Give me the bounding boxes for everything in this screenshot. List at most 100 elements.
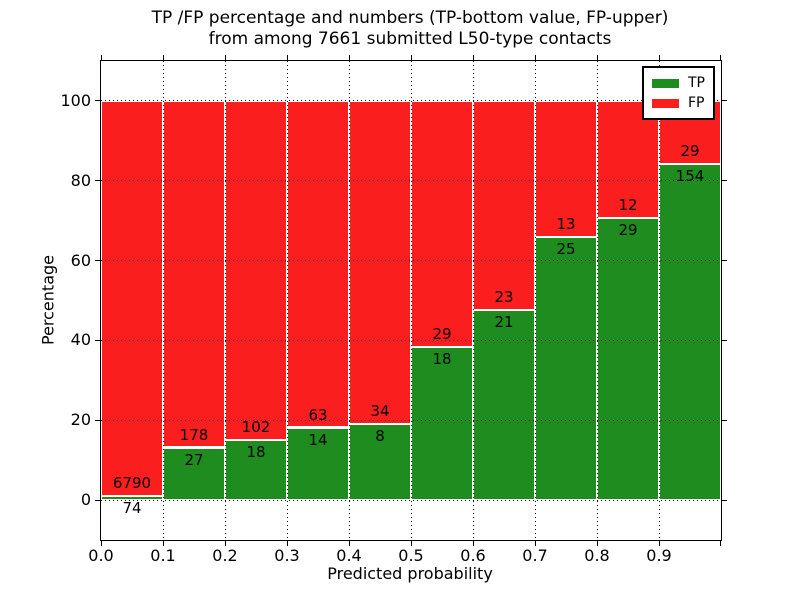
x-axis-label: Predicted probability (327, 564, 493, 583)
ytick-label-100: 100 (60, 90, 91, 110)
xtick-label-0.8: 0.8 (584, 546, 610, 565)
chart-title: TP /FP percentage and numbers (TP-bottom… (100, 8, 720, 50)
bar-segment-tp-8 (597, 217, 659, 501)
tp-count-label-1: 27 (184, 450, 204, 469)
xtick-label-0.0: 0.0 (88, 546, 114, 565)
xtick-label-0.7: 0.7 (522, 546, 548, 565)
legend-item-tp: TP (652, 73, 707, 93)
tp-count-label-0: 74 (122, 498, 142, 517)
xtick-top-0.3 (286, 55, 288, 60)
bar-segment-fp-5 (411, 100, 473, 348)
fp-count-label-8: 12 (618, 195, 638, 214)
fp-count-label-5: 29 (432, 325, 452, 344)
bar-segment-tp-5 (411, 347, 473, 501)
xtick-label-0.4: 0.4 (336, 546, 362, 565)
xtick-top-0.6 (472, 55, 474, 60)
ytick-left-60 (95, 260, 100, 262)
ytick-label-20: 20 (70, 410, 91, 430)
gridline-v-7 (534, 61, 536, 540)
bar-segment-fp-8 (597, 100, 659, 218)
ytick-left-0 (95, 499, 100, 501)
fp-count-label-9: 29 (680, 142, 700, 161)
tp-count-label-5: 18 (432, 350, 452, 369)
bar-segment-fp-7 (535, 100, 597, 238)
ytick-label-0: 0 (80, 490, 91, 510)
xtick-label-0.1: 0.1 (150, 546, 176, 565)
ytick-label-80: 80 (70, 170, 91, 190)
ytick-right-40 (722, 339, 727, 341)
ytick-right-100 (722, 100, 727, 102)
tp-count-label-7: 25 (556, 240, 576, 259)
ytick-left-40 (95, 339, 100, 341)
ytick-right-80 (722, 180, 727, 182)
ytick-left-100 (95, 100, 100, 102)
gridline-v-9 (658, 61, 660, 540)
bar-segment-fp-0 (101, 100, 163, 496)
legend-item-fp: FP (652, 93, 707, 113)
legend: TP FP (642, 66, 715, 120)
ytick-right-0 (722, 499, 727, 501)
xtick-label-0.9: 0.9 (646, 546, 672, 565)
fp-count-label-1: 178 (179, 425, 209, 444)
legend-label-fp: FP (688, 95, 705, 111)
xtick-top-0.9 (658, 55, 660, 60)
xtick-bottom-0.0 (100, 541, 102, 546)
tp-count-label-9: 154 (675, 167, 705, 186)
xtick-top-0.8 (596, 55, 598, 60)
xtick-top-0.7 (534, 55, 536, 60)
xtick-label-0.5: 0.5 (398, 546, 424, 565)
fp-swatch-icon (652, 98, 679, 108)
fp-count-label-2: 102 (241, 418, 271, 437)
xtick-bottom-0.2 (224, 541, 226, 546)
bar-segment-fp-1 (163, 100, 225, 448)
gridline-v-4 (348, 61, 350, 540)
fp-count-label-0: 6790 (112, 473, 152, 492)
xtick-bottom-0.1 (162, 541, 164, 546)
tp-swatch-icon (652, 78, 679, 88)
bar-segment-fp-6 (473, 100, 535, 310)
ytick-right-20 (722, 419, 727, 421)
xtick-top-0.2 (224, 55, 226, 60)
ytick-left-20 (95, 419, 100, 421)
tp-count-label-8: 29 (618, 220, 638, 239)
xtick-bottom-0.5 (410, 541, 412, 546)
xtick-label-0.6: 0.6 (460, 546, 486, 565)
gridline-v-8 (596, 61, 598, 540)
bar-segment-tp-7 (535, 237, 597, 501)
fp-count-label-6: 23 (494, 287, 514, 306)
tp-count-label-3: 14 (308, 430, 328, 449)
legend-label-tp: TP (688, 75, 705, 91)
bar-segment-fp-3 (287, 100, 349, 428)
tp-count-label-6: 21 (494, 312, 514, 331)
gridline-v-1 (162, 61, 164, 540)
ytick-right-60 (722, 260, 727, 262)
chart-title-line1: TP /FP percentage and numbers (TP-bottom… (151, 8, 669, 28)
gridline-v-2 (224, 61, 226, 540)
xtick-bottom-0.6 (472, 541, 474, 546)
xtick-top-0.1 (162, 55, 164, 60)
ytick-label-60: 60 (70, 250, 91, 270)
bar-segment-fp-4 (349, 100, 411, 425)
xtick-bottom-0.4 (348, 541, 350, 546)
chart-title-line2: from among 7661 submitted L50-type conta… (208, 29, 612, 49)
xtick-top-0.0 (100, 55, 102, 60)
ytick-label-40: 40 (70, 330, 91, 350)
xtick-bottom-0.7 (534, 541, 536, 546)
bar-segment-tp-9 (659, 164, 721, 501)
xtick-bottom-0.3 (286, 541, 288, 546)
xtick-bottom-1.0 (720, 541, 721, 546)
ytick-left-80 (95, 180, 100, 182)
gridline-v-6 (472, 61, 474, 540)
xtick-top-1.0 (720, 55, 721, 60)
plot-area: TP FP 6790 74 178 27 102 18 63 14 34 8 29 18 23 21 13 2… (60, 55, 727, 565)
xtick-label-0.3: 0.3 (274, 546, 300, 565)
bar-segment-tp-6 (473, 309, 535, 501)
xtick-top-0.4 (348, 55, 350, 60)
fp-count-label-3: 63 (308, 405, 328, 424)
xtick-bottom-0.9 (658, 541, 660, 546)
gridline-v-5 (410, 61, 412, 540)
fp-count-label-7: 13 (556, 215, 576, 234)
tp-count-label-4: 8 (375, 427, 385, 446)
bar-segment-fp-2 (225, 100, 287, 441)
fp-count-label-4: 34 (370, 402, 390, 421)
